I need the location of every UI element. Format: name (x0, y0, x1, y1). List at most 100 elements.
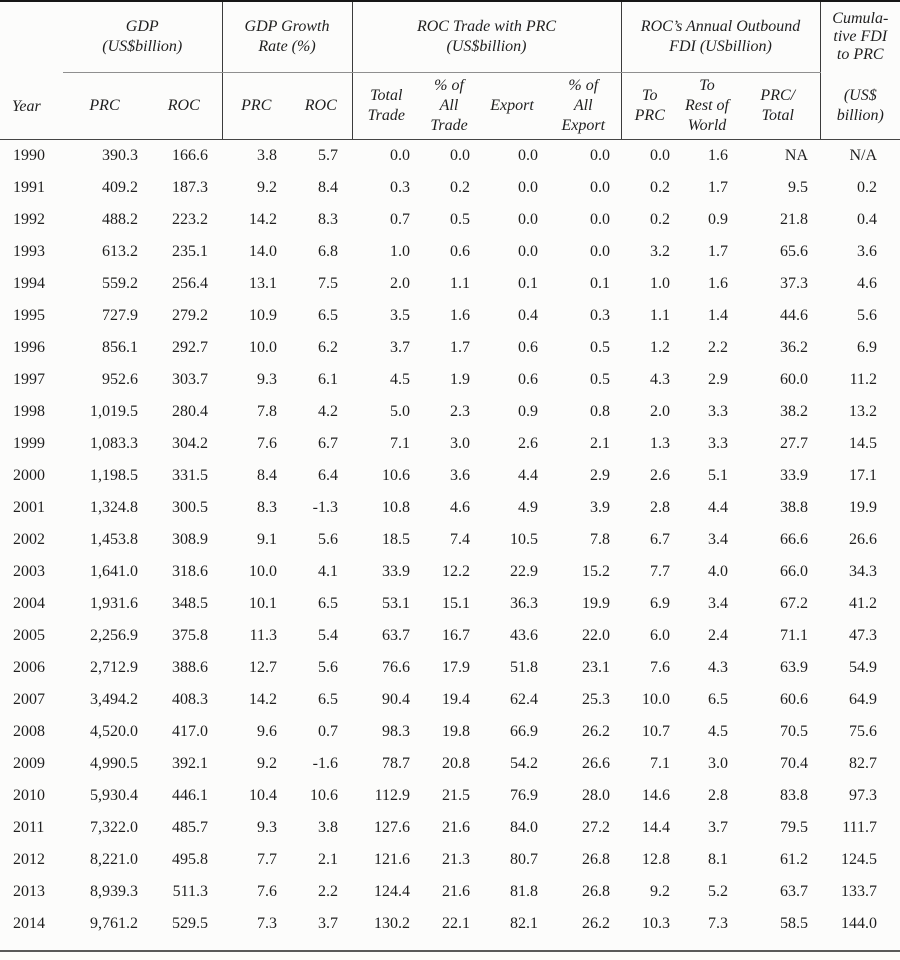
value-cell: 8.4 (318, 179, 338, 196)
value-cell: 76.6 (382, 659, 410, 676)
value-cell: 13.1 (249, 275, 277, 292)
value-cell: 6.4 (318, 467, 338, 484)
value-cell: 0.7 (318, 723, 338, 740)
value-cell: 121.6 (374, 851, 410, 868)
value-cell: 0.2 (650, 179, 670, 196)
value-cell: 3.8 (318, 819, 338, 836)
header-line: Total (370, 87, 403, 104)
value-cell: 727.9 (102, 307, 138, 324)
value-cell: 5,930.4 (90, 787, 138, 804)
value-cell: 3,494.2 (90, 691, 138, 708)
value-cell: 8.1 (708, 851, 728, 868)
table-row: 1995 727.9 279.2 10.9 6.5 3.5 1.6 0.4 0.3 1.1 1.4 4… (0, 300, 900, 332)
value-cell: 6.9 (857, 339, 878, 356)
value-cell: 2.9 (590, 467, 610, 484)
value-cell: 4,990.5 (90, 755, 138, 772)
value-cell: 9.2 (650, 883, 670, 900)
value-cell: 19.8 (442, 723, 470, 740)
value-cell: 12.7 (249, 659, 277, 676)
value-cell: 34.3 (849, 563, 878, 580)
table-row: 2005 2,256.9 375.8 11.3 5.4 63.7 16.7 43.6 22.0 6… (0, 620, 900, 652)
value-cell: 124.5 (841, 851, 878, 868)
value-cell: 53.1 (382, 595, 410, 612)
value-cell: 112.9 (374, 787, 410, 804)
year-cell: 1993 (13, 243, 45, 260)
value-cell: 5.0 (390, 403, 410, 420)
table-row: 1994 559.2 256.4 13.1 7.5 2.0 1.1 0.1 0.1 1.0 1.6 3… (0, 268, 900, 300)
value-cell: 10.9 (249, 307, 277, 324)
value-cell: 4.1 (318, 563, 338, 580)
value-cell: 485.7 (172, 819, 208, 836)
header-line: Rate (%) (258, 38, 316, 55)
value-cell: 529.5 (172, 915, 208, 932)
value-cell: 97.3 (849, 787, 878, 804)
col-header-gdp-prc: PRC (63, 72, 146, 140)
value-cell: 144.0 (841, 915, 878, 932)
value-cell: 2.8 (650, 499, 670, 516)
value-cell: 0.5 (450, 211, 470, 228)
value-cell: 44.6 (780, 307, 809, 324)
header-line: To (642, 87, 658, 104)
value-cell: 51.8 (510, 659, 538, 676)
value-cell: 303.7 (172, 371, 208, 388)
year-cell: 1995 (13, 307, 45, 324)
value-cell: 26.2 (582, 723, 610, 740)
value-cell: 3.6 (857, 243, 878, 260)
value-cell: 5.6 (318, 659, 338, 676)
value-cell: 2,256.9 (90, 627, 138, 644)
value-cell: 10.0 (249, 339, 277, 356)
value-cell: 16.7 (442, 627, 470, 644)
value-cell: 2.0 (650, 403, 670, 420)
value-cell: 187.3 (172, 179, 208, 196)
value-cell: 70.5 (780, 723, 809, 740)
value-cell: 375.8 (172, 627, 208, 644)
value-cell: 392.1 (172, 755, 208, 772)
value-cell: 82.7 (849, 755, 878, 772)
value-cell: 5.6 (318, 531, 338, 548)
value-cell: 33.9 (382, 563, 410, 580)
value-cell: 14.5 (849, 435, 878, 452)
value-cell: 0.7 (390, 211, 410, 228)
table-row: 2012 8,221.0 495.8 7.7 2.1 121.6 21.3 80.7 26.8 1… (0, 844, 900, 876)
value-cell: 3.5 (390, 307, 410, 324)
value-cell: 1,083.3 (90, 435, 138, 452)
value-cell: 8.3 (257, 499, 277, 516)
value-cell: 10.0 (249, 563, 277, 580)
value-cell: 8,221.0 (90, 851, 138, 868)
value-cell: -1.3 (312, 499, 338, 516)
value-cell: 3.2 (650, 243, 670, 260)
value-cell: 21.6 (442, 819, 470, 836)
value-cell: 0.0 (590, 211, 610, 228)
value-cell: 20.8 (442, 755, 470, 772)
value-cell: 5.4 (318, 627, 338, 644)
value-cell: 81.8 (510, 883, 538, 900)
value-cell: 22.9 (510, 563, 538, 580)
value-cell: 2.1 (590, 435, 610, 452)
header-line: Total (761, 107, 794, 124)
value-cell: 4.5 (708, 723, 728, 740)
col-header-growth-prc: PRC (221, 72, 290, 140)
value-cell: 292.7 (172, 339, 208, 356)
value-cell: 1,453.8 (90, 531, 138, 548)
year-cell: 2007 (13, 691, 45, 708)
value-cell: 41.2 (849, 595, 878, 612)
header-line: billion) (836, 106, 884, 124)
value-cell: 19.4 (442, 691, 470, 708)
value-cell: 36.2 (780, 339, 809, 356)
value-cell: 331.5 (172, 467, 208, 484)
value-cell: 6.9 (650, 595, 670, 612)
table-row: 2008 4,520.0 417.0 9.6 0.7 98.3 19.8 66.9 26.2 10… (0, 716, 900, 748)
table-row: 2007 3,494.2 408.3 14.2 6.5 90.4 19.4 62.4 25.3 1… (0, 684, 900, 716)
column-header-year: Year (0, 2, 63, 140)
value-cell: 1,931.6 (90, 595, 138, 612)
header-line: ROC Trade with PRC (416, 18, 557, 35)
table-row: 2003 1,641.0 318.6 10.0 4.1 33.9 12.2 22.9 15.2 7… (0, 556, 900, 588)
value-cell: 58.5 (780, 915, 809, 932)
value-cell: 10.8 (382, 499, 410, 516)
value-cell: 0.1 (518, 275, 538, 292)
value-cell: 495.8 (172, 851, 208, 868)
value-cell: 26.8 (582, 851, 610, 868)
header-line: to PRC (836, 46, 884, 64)
value-cell: 1.7 (708, 243, 728, 260)
value-cell: 6.7 (318, 435, 338, 452)
